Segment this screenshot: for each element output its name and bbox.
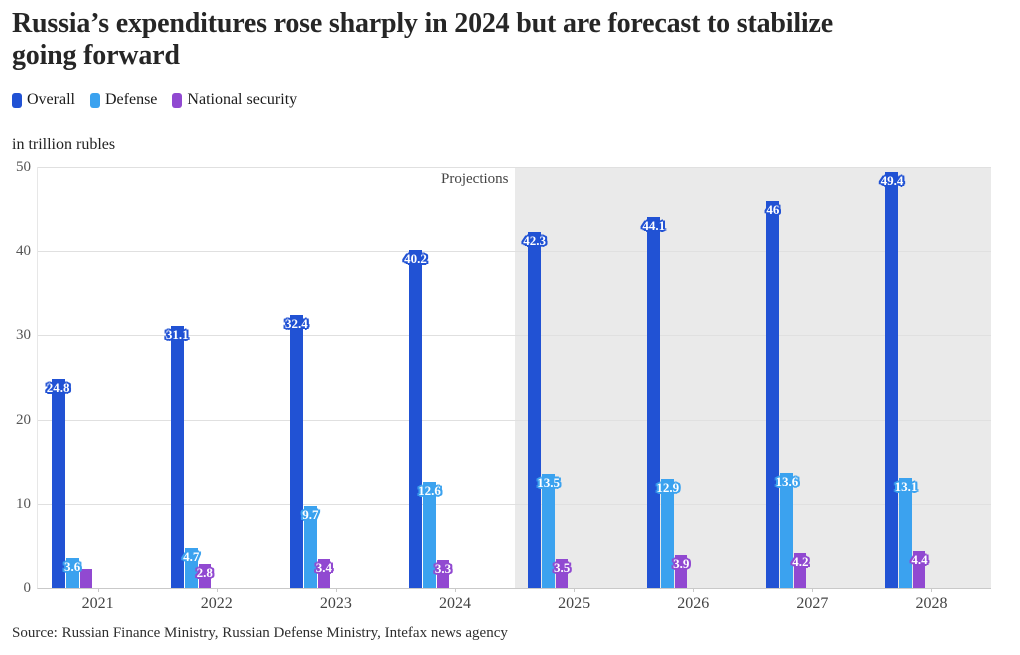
bar-value-label-defense-2021: 3.6 [63,559,81,574]
legend-item-defense: Defense [89,91,158,109]
bar-overall-2023 [289,315,303,588]
plot-area: Projections 0 10 20 30 40 50 24.8 3.6 2021 31.1 4.… [16,159,991,612]
y-axis-label-40: 40 [16,243,31,260]
x-axis-tick-2026 [693,588,695,592]
gridline-10 [38,503,991,505]
x-axis-tick-2023 [335,588,337,592]
y-axis-label-20: 20 [16,411,31,428]
bar-value-label-national-security-2027: 4.2 [792,554,809,569]
legend-item-overall: Overall [12,91,75,109]
bar-value-label-defense-2024: 12.6 [418,483,441,498]
bar-value-label-defense-2023: 9.7 [302,507,319,522]
x-axis-label-2021: 2021 [81,595,114,612]
y-axis-label-10: 10 [16,495,31,512]
y-axis-label-30: 30 [16,327,31,344]
x-axis-label-2023: 2023 [319,595,352,612]
page-title: Russia’s expenditures rose sharply in 20… [12,8,1004,73]
legend-label-national-security: National security [187,91,298,108]
bar-value-label-defense-2027: 13.6 [775,474,799,489]
bar-national-security-2027 [794,553,807,588]
bar-value-label-overall-2023: 32.4 [284,316,308,331]
source-note: Source: Russian Finance Ministry, Russia… [12,625,508,641]
color-swatch-national-security [172,92,183,108]
x-axis-tick-2024 [454,588,456,592]
bar-value-label-defense-2025: 13.5 [537,475,560,490]
bar-national-security-2026 [675,555,688,588]
bar-value-label-overall-2024: 40.2 [404,251,427,266]
bar-defense-2024 [422,482,436,588]
bar-overall-2028 [885,172,899,588]
x-axis-label-2028: 2028 [915,595,948,612]
x-axis-tick-2025 [574,588,576,592]
bar-defense-2027 [780,473,794,588]
bar-defense-2028 [899,478,913,588]
title-line-2: going forward [12,40,180,72]
bar-overall-2026 [647,217,661,588]
bar-overall-2021 [51,379,65,588]
bar-national-security-2028 [913,551,926,588]
bar-national-security-2021 [79,569,92,588]
y-axis-label-0: 0 [23,580,32,596]
legend-label-defense: Defense [104,91,158,108]
bar-value-label-national-security-2024: 3.3 [434,561,452,576]
bar-defense-2026 [661,479,675,588]
y-axis-label-50: 50 [16,159,31,175]
x-axis-label-2026: 2026 [677,595,710,612]
x-axis-tick-2027 [812,588,814,592]
gridline-20 [38,419,991,421]
projections-region [514,167,991,588]
x-axis-tick-2021 [97,588,99,592]
projections-label: Projections [441,171,509,187]
bar-value-label-national-security-2028: 4.4 [911,552,928,567]
bar-defense-2022 [184,548,198,588]
bar-national-security-2022 [198,564,211,588]
bar-value-label-overall-2022: 31.1 [165,327,189,342]
title-line-1: Russia’s expenditures rose sharply in 20… [12,8,833,39]
bar-value-label-defense-2022: 4.7 [183,549,200,564]
bar-national-security-2023 [317,559,330,588]
bar-defense-2025 [542,474,556,588]
bar-defense-2021 [65,558,79,588]
bar-overall-2024 [408,250,422,588]
bar-defense-2023 [303,506,317,588]
legend-item-national-security: National security [172,91,297,109]
x-axis-label-2024: 2024 [438,595,471,612]
bar-value-label-overall-2025: 42.3 [523,233,546,248]
bar-value-label-overall-2026: 44.1 [642,218,666,233]
bar-overall-2022 [170,326,184,588]
bar-overall-2025 [528,232,542,588]
bar-value-label-national-security-2026: 3.9 [673,556,690,571]
gridline-50 [38,167,991,168]
bar-value-label-overall-2027: 46 [766,202,780,217]
bar-value-label-defense-2026: 12.9 [656,480,680,495]
bar-value-label-national-security-2023: 3.4 [315,560,332,575]
legend: Overall Defense National security [12,91,297,109]
x-axis-tick-2028 [931,588,933,592]
y-axis-units-label: in trillion rubles [12,136,116,153]
bar-national-security-2024 [436,560,449,588]
legend-label-overall: Overall [27,91,75,108]
bar-value-label-overall-2021: 24.8 [46,380,70,395]
bar-national-security-2025 [556,559,569,588]
x-axis-label-2025: 2025 [558,595,591,612]
gridline-30 [38,335,991,337]
bar-value-label-national-security-2022: 2.8 [196,565,213,580]
bar-value-label-national-security-2025: 3.5 [553,560,571,575]
x-axis-label-2027: 2027 [796,595,829,612]
gridline-40 [38,251,991,253]
bar-value-label-overall-2028: 49.4 [880,173,904,188]
color-swatch-defense [89,92,100,108]
x-axis-label-2022: 2022 [200,595,233,612]
color-swatch-overall [12,92,22,108]
bar-value-label-defense-2028: 13.1 [894,479,918,494]
x-axis-tick-2022 [216,588,218,592]
bar-overall-2027 [766,201,780,588]
